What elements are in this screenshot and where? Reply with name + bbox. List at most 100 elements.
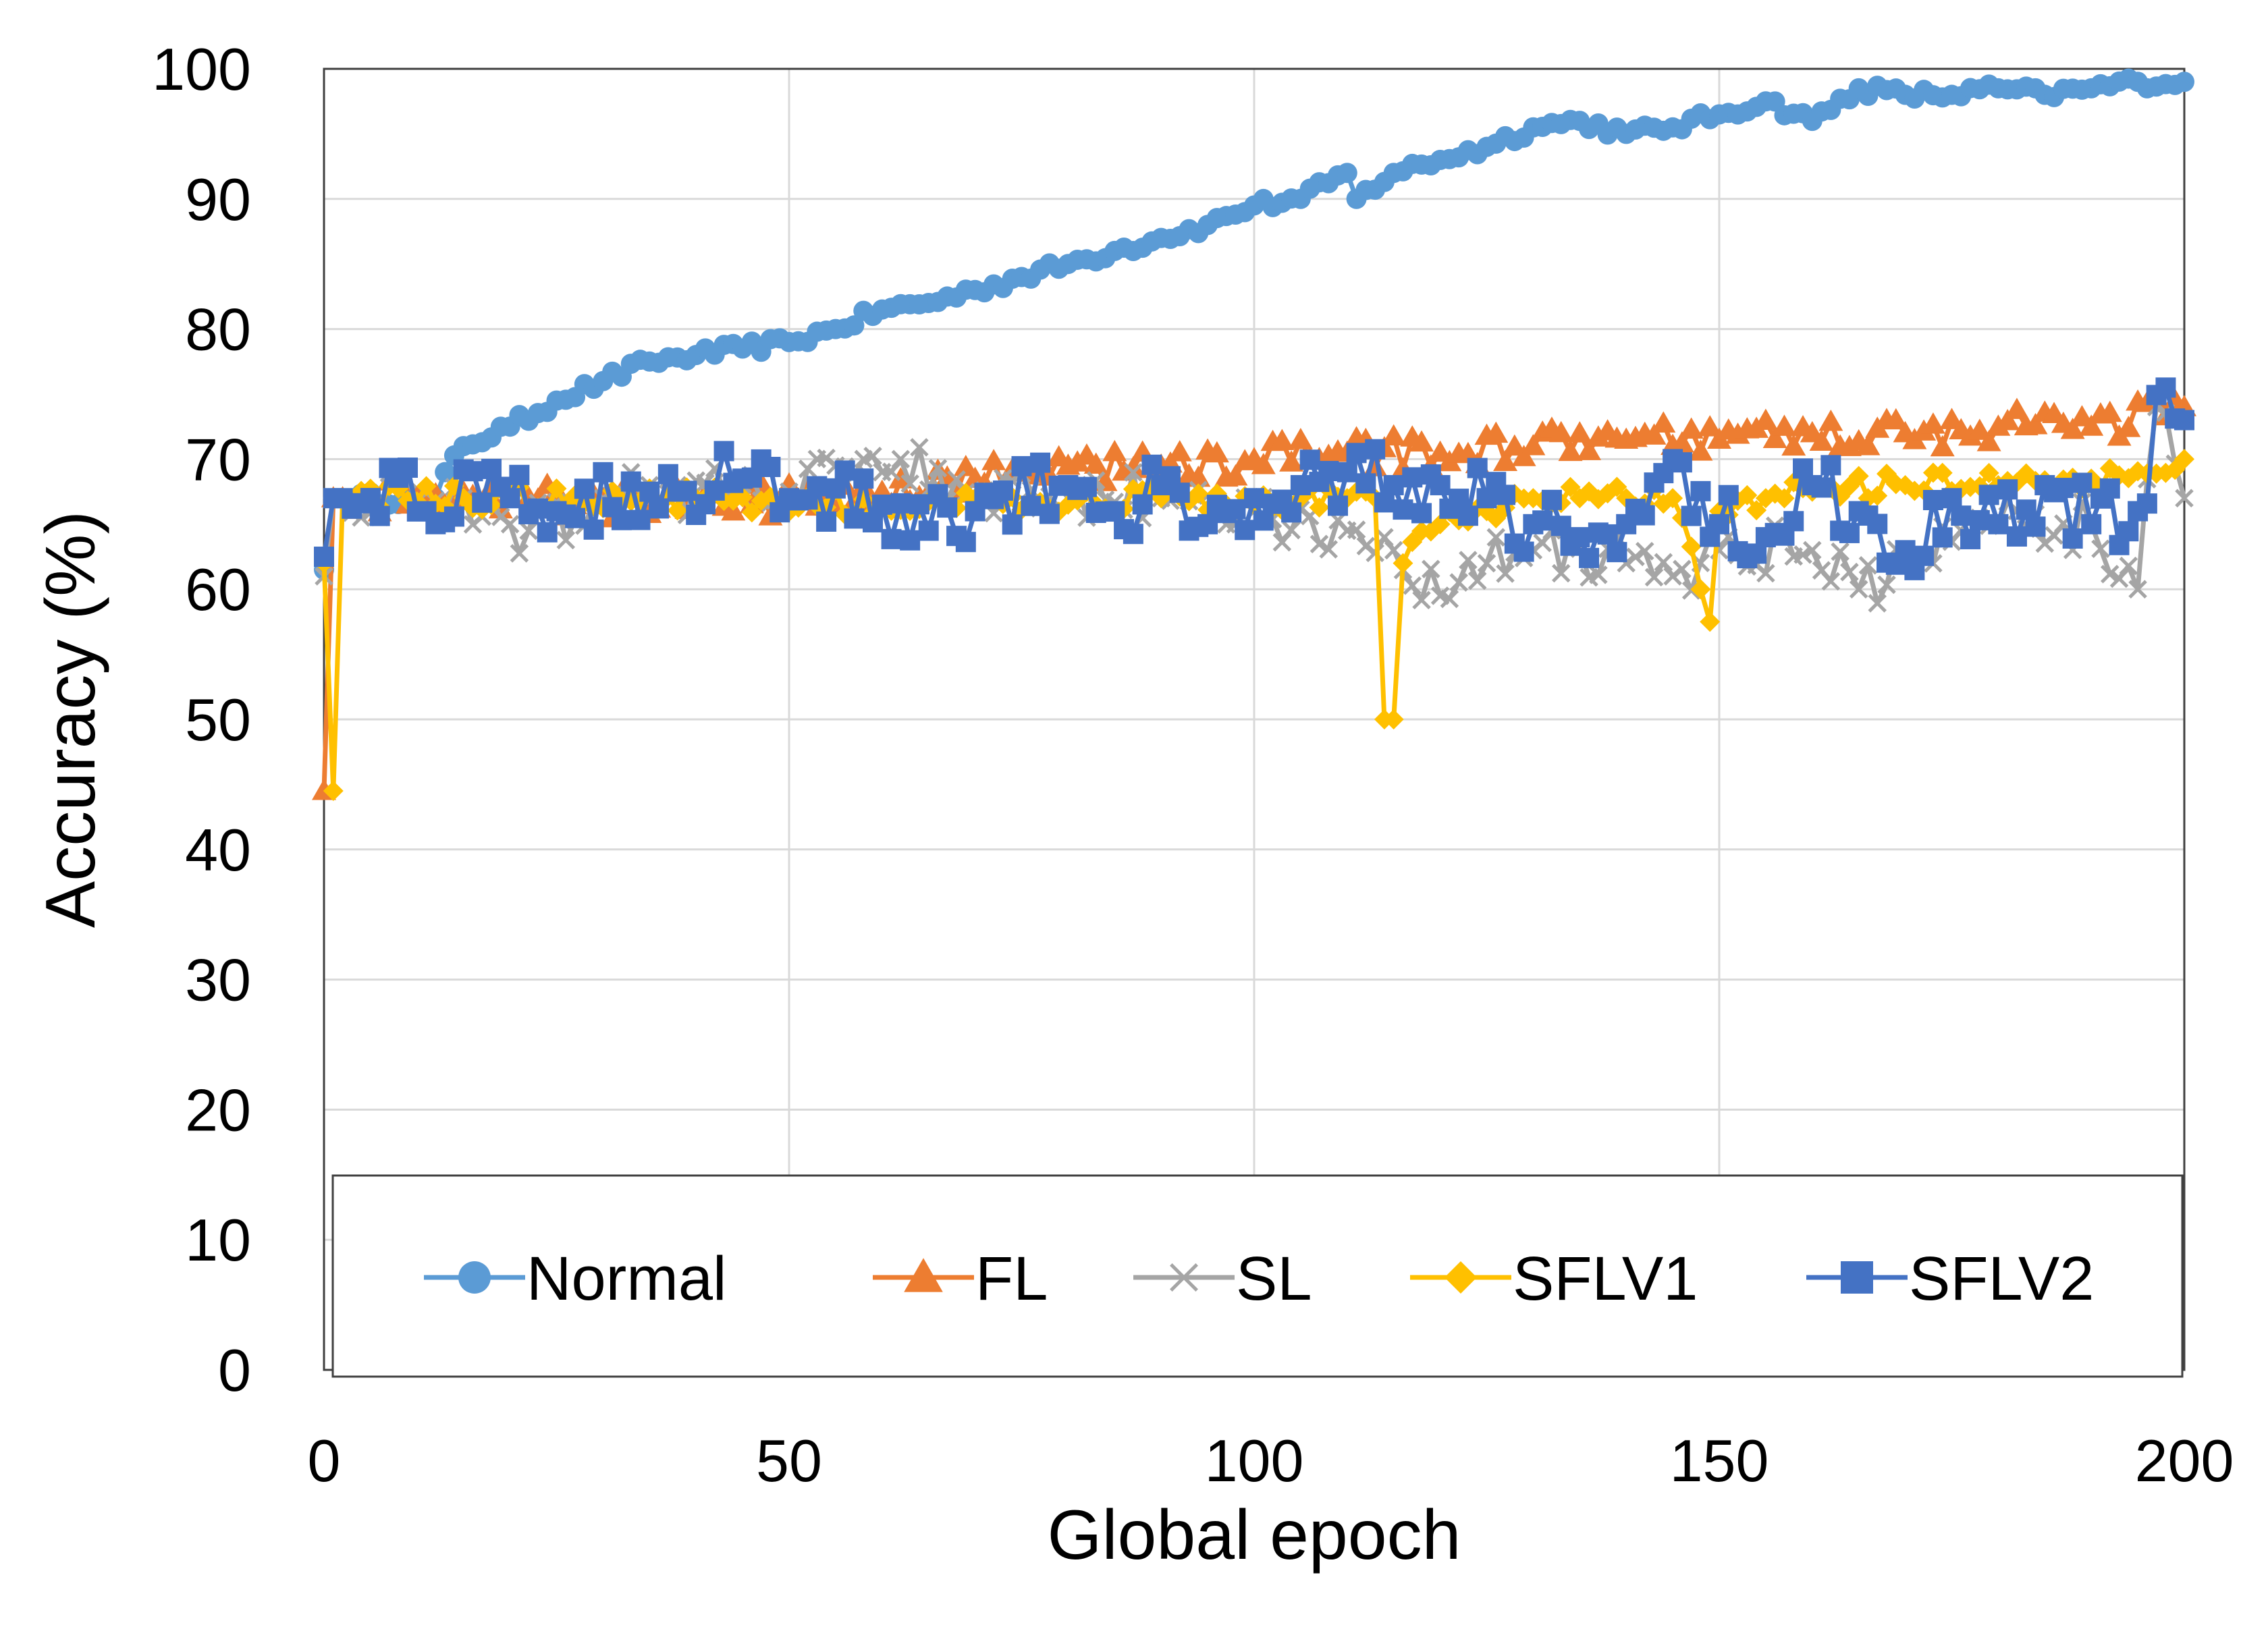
data-point: [1309, 497, 1330, 518]
data-point: [1626, 547, 1645, 567]
data-point: [1914, 545, 1935, 566]
data-point: [1403, 576, 1422, 595]
legend-label: FL: [975, 1244, 1048, 1313]
data-point: [481, 458, 502, 479]
data-point: [1690, 480, 1711, 501]
legend-label: Normal: [526, 1244, 726, 1313]
data-point: [1700, 611, 1721, 632]
data-point: [910, 438, 929, 457]
series-sflv2: [314, 377, 2194, 580]
data-point: [443, 506, 464, 527]
data-point: [1762, 426, 1787, 448]
data-point: [1831, 542, 1850, 561]
data-point: [1467, 458, 1488, 478]
data-point: [1941, 488, 1962, 509]
data-point: [1449, 489, 1469, 509]
y-tick-label: 40: [185, 817, 251, 883]
data-point: [890, 493, 911, 514]
data-point: [611, 509, 632, 530]
data-point: [1169, 482, 1190, 503]
data-point: [937, 497, 958, 518]
data-point: [416, 476, 437, 497]
data-point: [1967, 418, 1992, 440]
data-point: [1319, 540, 1339, 559]
data-point: [1920, 412, 1945, 434]
data-point: [1818, 410, 1843, 431]
y-tick-label: 0: [218, 1337, 251, 1404]
data-point: [676, 480, 697, 501]
data-point: [1951, 505, 1972, 526]
data-point: [500, 515, 520, 534]
data-point: [1820, 455, 1841, 476]
data-point: [509, 464, 530, 485]
data-point: [1718, 485, 1739, 505]
data-point: [1225, 499, 1246, 520]
data-point: [1642, 423, 1667, 445]
data-point: [1856, 434, 1881, 455]
data-point: [1244, 488, 1264, 509]
data-point: [1597, 524, 1618, 545]
data-point: [574, 478, 595, 499]
data-point: [1279, 450, 1304, 472]
legend-label: SFLV1: [1513, 1244, 1698, 1313]
legend-marker: [458, 1261, 491, 1294]
data-point: [1995, 408, 2020, 431]
data-point: [1663, 488, 1683, 509]
data-point: [1848, 466, 1869, 487]
data-point: [1579, 547, 1600, 568]
data-point: [1381, 424, 1406, 446]
data-point: [1698, 415, 1723, 437]
data-point: [1737, 485, 1758, 505]
data-point: [1681, 505, 1702, 526]
data-point: [1606, 542, 1627, 563]
data-point: [1809, 429, 1834, 451]
data-point: [2081, 514, 2102, 534]
data-point: [1484, 421, 1509, 443]
data-point: [1679, 417, 1704, 439]
legend-label: SL: [1236, 1244, 1312, 1313]
data-point: [1567, 421, 1592, 443]
data-point: [1486, 528, 1506, 547]
y-tick-label: 70: [185, 426, 251, 493]
data-point: [1651, 411, 1676, 433]
data-point: [1673, 559, 1692, 579]
data-point: [546, 478, 567, 499]
data-point: [1355, 473, 1376, 494]
data-point: [1541, 489, 1562, 510]
y-tick-label: 100: [152, 36, 251, 103]
legend-item-sl: SL: [1133, 1244, 1312, 1313]
data-point: [1493, 449, 1518, 472]
data-point: [1548, 420, 1573, 443]
data-point: [1774, 488, 1795, 509]
data-point: [2136, 493, 2157, 514]
y-tick-label: 60: [185, 556, 251, 623]
data-point: [565, 507, 586, 528]
data-point: [888, 467, 913, 489]
data-point: [360, 488, 381, 509]
data-point: [1310, 534, 1329, 553]
data-point: [657, 464, 678, 485]
data-point: [2097, 400, 2122, 422]
data-point: [844, 315, 865, 336]
data-point: [1402, 532, 1423, 553]
data-point: [1204, 441, 1229, 463]
data-point: [1039, 503, 1060, 524]
data-point: [918, 520, 939, 541]
legend-label: SFLV2: [1909, 1244, 2094, 1313]
data-point: [1669, 431, 1694, 453]
y-tick-label: 20: [185, 1076, 251, 1143]
data-point: [2062, 528, 2083, 549]
data-point: [1690, 579, 1711, 600]
data-point: [1551, 563, 1571, 583]
data-point: [947, 470, 966, 489]
data-point: [510, 544, 529, 563]
data-point: [1123, 524, 1143, 545]
data-point: [760, 456, 781, 477]
data-point: [2072, 472, 2092, 493]
data-point: [1188, 483, 1209, 504]
y-tick-label: 10: [185, 1207, 251, 1273]
data-point: [741, 467, 762, 488]
data-point: [1781, 434, 1806, 456]
data-point: [2004, 397, 2029, 419]
y-tick-label: 80: [185, 296, 251, 363]
